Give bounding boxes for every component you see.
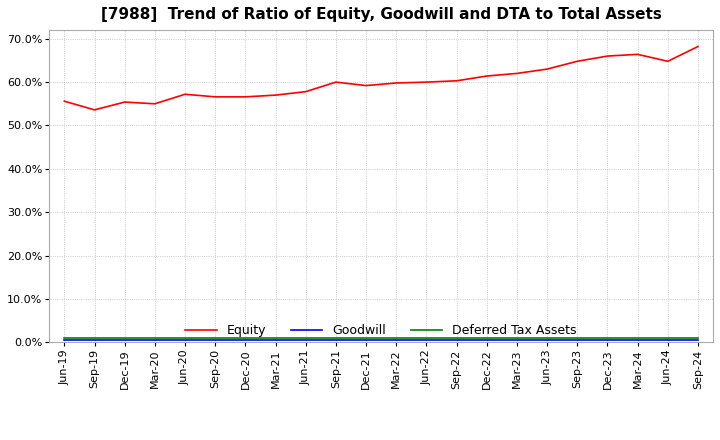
Line: Equity: Equity — [64, 47, 698, 110]
Goodwill — [573, 337, 582, 343]
Equity — [60, 99, 68, 104]
Goodwill — [452, 337, 461, 343]
Equity — [543, 66, 552, 72]
Deferred Tax Assets — [422, 335, 431, 341]
Goodwill — [663, 337, 672, 343]
Goodwill — [120, 337, 129, 343]
Goodwill — [513, 337, 521, 343]
Equity — [241, 94, 250, 99]
Equity — [211, 94, 220, 99]
Equity — [422, 80, 431, 85]
Goodwill — [241, 337, 250, 343]
Deferred Tax Assets — [513, 335, 521, 341]
Goodwill — [482, 337, 491, 343]
Deferred Tax Assets — [603, 335, 612, 341]
Deferred Tax Assets — [302, 335, 310, 341]
Equity — [120, 99, 129, 105]
Title: [7988]  Trend of Ratio of Equity, Goodwill and DTA to Total Assets: [7988] Trend of Ratio of Equity, Goodwil… — [101, 7, 662, 22]
Equity — [634, 52, 642, 57]
Goodwill — [543, 337, 552, 343]
Goodwill — [693, 337, 702, 343]
Legend: Equity, Goodwill, Deferred Tax Assets: Equity, Goodwill, Deferred Tax Assets — [181, 319, 582, 342]
Deferred Tax Assets — [241, 335, 250, 341]
Equity — [361, 83, 370, 88]
Equity — [452, 78, 461, 84]
Goodwill — [422, 337, 431, 343]
Deferred Tax Assets — [150, 335, 159, 341]
Equity — [603, 53, 612, 59]
Goodwill — [60, 337, 68, 343]
Goodwill — [634, 337, 642, 343]
Deferred Tax Assets — [332, 335, 341, 341]
Equity — [302, 89, 310, 94]
Equity — [90, 107, 99, 113]
Equity — [663, 59, 672, 64]
Deferred Tax Assets — [663, 335, 672, 341]
Goodwill — [332, 337, 341, 343]
Equity — [332, 80, 341, 85]
Equity — [482, 73, 491, 79]
Deferred Tax Assets — [120, 335, 129, 341]
Goodwill — [361, 337, 370, 343]
Equity — [392, 81, 400, 86]
Equity — [513, 71, 521, 76]
Deferred Tax Assets — [573, 335, 582, 341]
Deferred Tax Assets — [211, 335, 220, 341]
Goodwill — [302, 337, 310, 343]
Deferred Tax Assets — [181, 335, 189, 341]
Deferred Tax Assets — [452, 335, 461, 341]
Equity — [693, 44, 702, 49]
Deferred Tax Assets — [482, 335, 491, 341]
Deferred Tax Assets — [693, 335, 702, 341]
Equity — [150, 101, 159, 106]
Goodwill — [392, 337, 400, 343]
Deferred Tax Assets — [392, 335, 400, 341]
Deferred Tax Assets — [361, 335, 370, 341]
Equity — [181, 92, 189, 97]
Deferred Tax Assets — [271, 335, 280, 341]
Deferred Tax Assets — [634, 335, 642, 341]
Equity — [271, 92, 280, 98]
Goodwill — [90, 337, 99, 343]
Goodwill — [603, 337, 612, 343]
Goodwill — [211, 337, 220, 343]
Equity — [573, 59, 582, 64]
Deferred Tax Assets — [90, 335, 99, 341]
Goodwill — [271, 337, 280, 343]
Deferred Tax Assets — [543, 335, 552, 341]
Goodwill — [181, 337, 189, 343]
Deferred Tax Assets — [60, 335, 68, 341]
Goodwill — [150, 337, 159, 343]
